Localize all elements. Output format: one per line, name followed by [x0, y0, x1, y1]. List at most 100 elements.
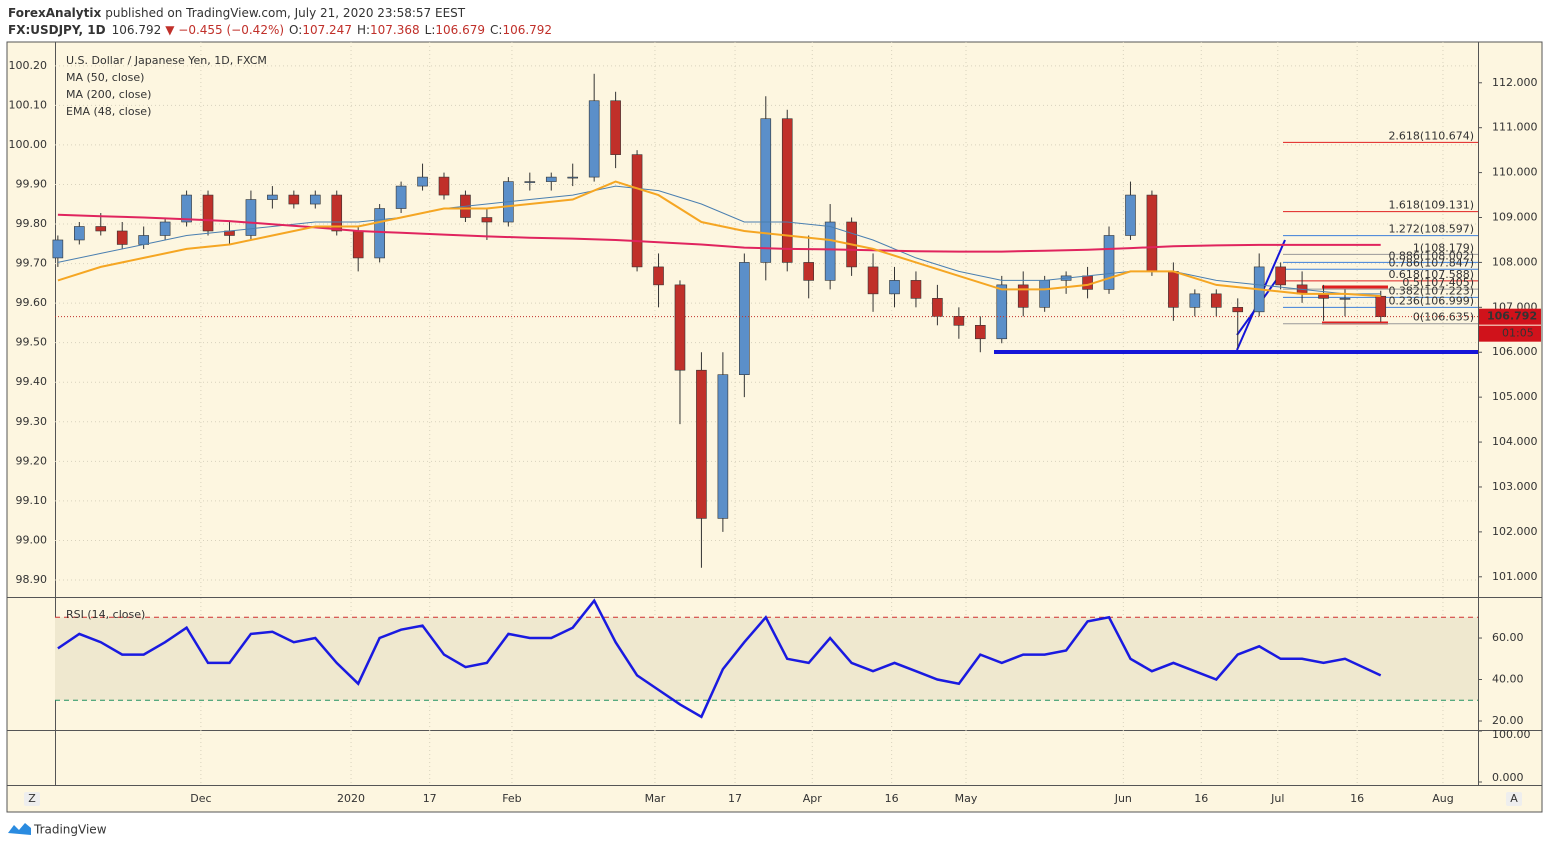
y2-tick-label: 99.80: [16, 217, 48, 230]
fib-label: 1.272(108.597): [1388, 223, 1474, 236]
rsi-title: RSI (14, close): [66, 608, 145, 621]
candle-body: [309, 194, 321, 205]
fib-label: 0.786(107.847): [1388, 256, 1474, 269]
y-tick-label: 112.000: [1492, 76, 1538, 89]
y2-tick-label: 99.40: [16, 375, 48, 388]
x-tick-label: 16: [885, 792, 899, 805]
y2-tick-label: 100.10: [9, 98, 48, 111]
legend-entry: MA (200, close): [66, 88, 151, 101]
candle-body: [781, 118, 793, 263]
y-tick-label: 105.000: [1492, 390, 1538, 403]
candle-body: [588, 100, 600, 178]
fib-label: 0.886(108.002): [1388, 249, 1474, 262]
candle-body: [352, 230, 364, 259]
fib-label: 0.5(107.405): [1402, 276, 1474, 289]
candle-body: [1146, 194, 1158, 272]
y-tick-label: 104.000: [1492, 435, 1538, 448]
fib-label: 0.236(106.999): [1388, 294, 1474, 307]
zoom-button-label[interactable]: Z: [28, 792, 36, 805]
header-line: ForexAnalytix published on TradingView.co…: [8, 6, 466, 20]
candle-body: [245, 199, 257, 236]
candle-body: [202, 194, 214, 232]
indicator-line: [57, 213, 1381, 253]
candle-body: [1275, 266, 1286, 286]
candle-body: [739, 262, 750, 375]
y2-tick-label: 99.00: [16, 533, 48, 546]
auto-button-label[interactable]: A: [1510, 792, 1518, 805]
ohlc-key: C:: [490, 23, 502, 37]
fib-label: 2.618(110.674): [1388, 129, 1474, 142]
x-tick-label: 16: [1350, 792, 1364, 805]
candle-body: [910, 280, 922, 299]
x-tick-label: Mar: [645, 792, 666, 805]
fib-label: 1.618(109.131): [1388, 199, 1474, 212]
y2-tick-label: 99.50: [16, 336, 48, 349]
candle-body: [481, 217, 493, 223]
y2-tick-label: 100.00: [9, 138, 48, 151]
y2-tick-label: 98.90: [16, 573, 48, 586]
header: ForexAnalytix published on TradingView.co…: [8, 6, 552, 37]
x-tick-label: 2020: [337, 792, 365, 805]
y-tick-label: 101.000: [1492, 570, 1538, 583]
y-tick-label: 0.000: [1492, 771, 1524, 784]
y-tick-label: 109.000: [1492, 211, 1538, 224]
candle-body: [1168, 271, 1179, 308]
candle-body: [159, 221, 171, 236]
ohlc-value: 107.368: [370, 23, 420, 37]
auto-button[interactable]: [1506, 792, 1522, 806]
candle-body: [1375, 295, 1387, 317]
candle-body: [545, 176, 557, 182]
fib-label: 0.382(107.223): [1388, 284, 1474, 297]
candle-body: [953, 316, 965, 326]
candle-body: [1339, 298, 1351, 300]
y2-tick-label: 99.30: [16, 415, 48, 428]
rsi-band: [55, 617, 1478, 701]
y-tick-label: 100.00: [1492, 728, 1531, 741]
candle-body: [417, 176, 428, 187]
candle-body: [1189, 293, 1201, 308]
candle-body: [567, 176, 579, 179]
countdown-box: [1479, 325, 1541, 342]
fib-label: 0.618(107.588): [1388, 268, 1474, 281]
ohlc-key: H:: [357, 23, 370, 37]
y2-tick-label: 99.20: [16, 454, 48, 467]
y-tick-label: 106.000: [1492, 345, 1538, 358]
symbol: FX:USDJPY, 1D: [8, 23, 106, 37]
candle-body: [1210, 293, 1222, 308]
x-tick-label: Jul: [1270, 792, 1284, 805]
y-tick-label: 40.00: [1492, 673, 1524, 686]
y-tick-label: 20.00: [1492, 714, 1524, 727]
rsi-line: [57, 598, 1382, 719]
last: 106.792: [112, 23, 162, 37]
x-tick-label: Dec: [190, 792, 211, 805]
candle-body: [438, 176, 450, 196]
ohlc-value: 106.679: [435, 23, 485, 37]
ohlc-key: O:: [289, 23, 302, 37]
ohlc-value: 107.247: [302, 23, 352, 37]
candle-body: [975, 324, 986, 340]
candle-body: [889, 280, 900, 295]
symbol-line: FX:USDJPY, 1D 106.792 ▼ −0.455 (−0.42%) O:1…: [8, 23, 552, 37]
y2-tick-label: 99.10: [16, 494, 48, 507]
fib-label: 1(108.179): [1413, 241, 1474, 254]
candle-body: [331, 194, 343, 232]
x-tick-label: Feb: [502, 792, 521, 805]
candle-body: [1017, 284, 1029, 308]
candle-body: [760, 118, 772, 263]
candle-body: [932, 298, 943, 317]
x-tick-label: Aug: [1432, 792, 1453, 805]
ohlc-key: L:: [425, 23, 436, 37]
candle-body: [1125, 194, 1136, 236]
candle-body: [116, 230, 128, 245]
candle-body: [1103, 235, 1115, 290]
candle-body: [803, 262, 814, 281]
legend-entry: MA (50, close): [66, 71, 144, 84]
countdown-label: 01:05: [1502, 327, 1534, 340]
zoom-button[interactable]: [24, 792, 40, 806]
x-tick-label: 17: [728, 792, 742, 805]
candle-body: [717, 374, 729, 519]
brand-name: TradingView: [33, 823, 107, 837]
price-pane: [52, 73, 1478, 568]
candle-body: [696, 369, 707, 519]
candle-body: [996, 284, 1008, 340]
